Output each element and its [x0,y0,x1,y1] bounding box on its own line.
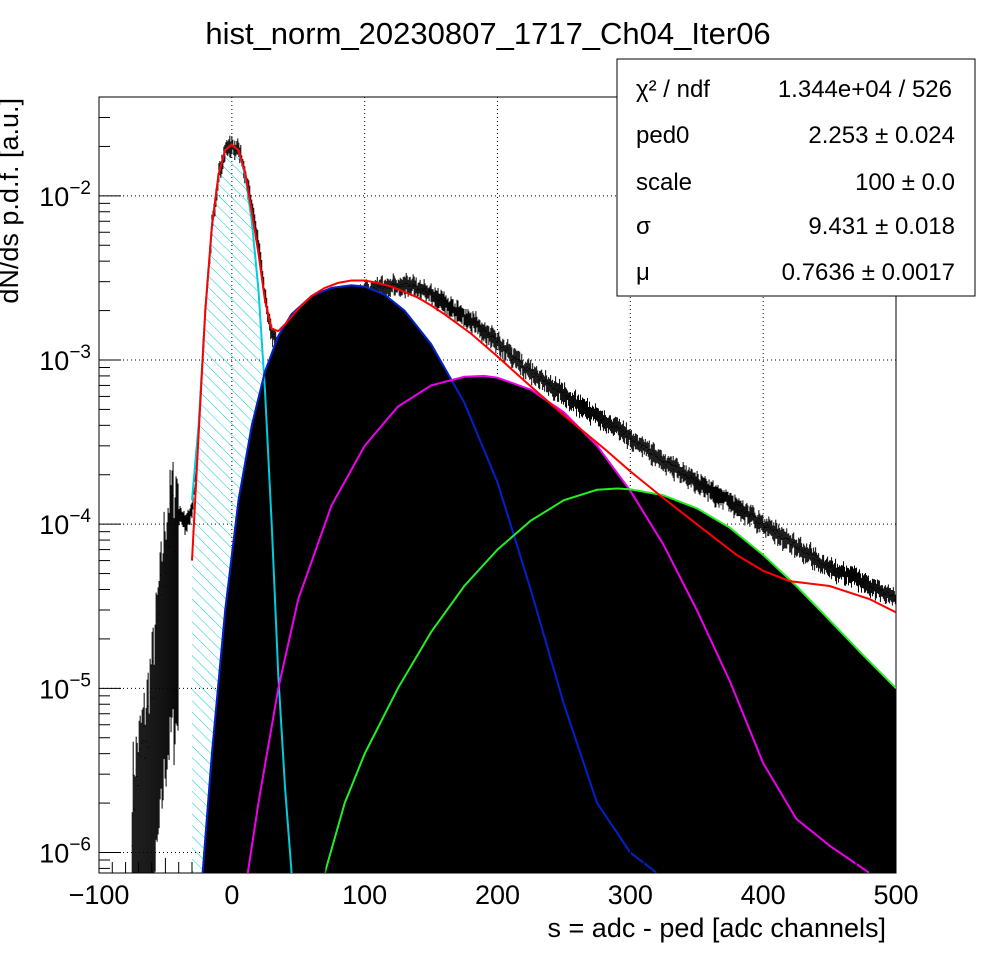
x-tick-label: 0 [224,880,239,910]
curve-total-fit [191,143,896,614]
stats-value-chi2: 1.344e+04 / 526 [778,76,952,103]
y-tick-label: 10−2 [39,178,91,212]
stats-box-frame [616,58,976,297]
y-tick-label: 10−6 [39,834,91,868]
y-tick-labels: 10−6 10−5 10−4 10−3 10−2 [39,178,91,869]
y-axis-label: dN/ds p.d.f. [a.u.] [0,98,24,304]
stats-value-ped0: 2.253 ± 0.024 [808,122,955,149]
stats-label-mu: μ [636,259,650,286]
fill-3-p-e [324,488,896,873]
x-tick-labels: −100 0 100 200 300 400 500 [69,880,919,910]
x-axis-label: s = adc - ped [adc channels] [548,913,886,943]
x-tick-label: 100 [342,880,387,910]
curve-2-p-e [246,374,870,873]
stats-value-scale: 100 ± 0.0 [855,169,955,196]
fit-curves [191,143,896,873]
curve-1-p-e [201,284,658,873]
axis-ticks [98,96,897,873]
stats-label-chi2: χ² / ndf [636,76,710,103]
y-tick-label: 10−3 [39,342,91,376]
x-tick-label: −100 [69,880,130,910]
stats-value-sigma: 9.431 ± 0.018 [808,213,955,240]
x-tick-label: 500 [873,880,918,910]
y-tick-label: 10−4 [39,506,91,540]
y-tick-label: 10−5 [39,670,91,704]
fit-stats-box: χ² / ndf 1.344e+04 / 526 ped0 2.253 ± 0.… [616,58,976,297]
chart-title: hist_norm_20230807_1717_Ch04_Iter06 [205,16,770,51]
stats-label-scale: scale [636,169,692,196]
x-tick-label: 200 [475,880,520,910]
stats-label-ped0: ped0 [636,122,689,149]
stats-label-sigma: σ [636,213,651,240]
x-tick-label: 400 [741,880,786,910]
x-tick-label: 300 [608,880,653,910]
stats-value-mu: 0.7636 ± 0.0017 [782,259,955,286]
